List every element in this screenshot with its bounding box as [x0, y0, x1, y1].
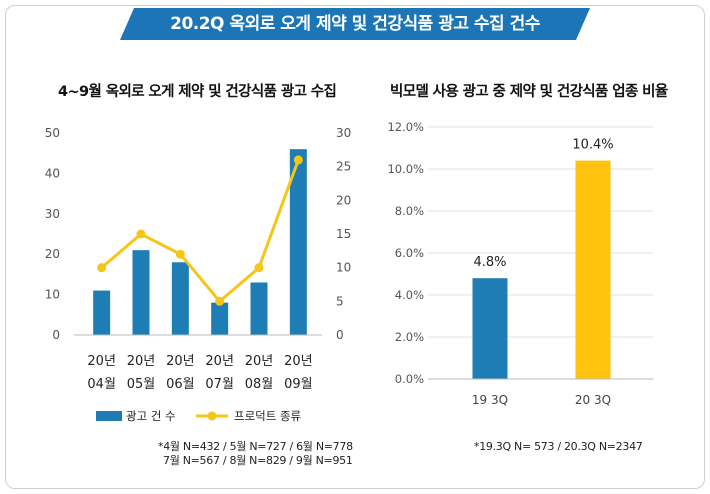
x-tick-label-month: 06월 — [166, 377, 195, 392]
legend-bar-label: 광고 건 수 — [126, 409, 176, 423]
right-axis-tick-label: 0 — [336, 328, 344, 342]
bar — [132, 250, 150, 335]
x-tick-label-month: 08월 — [245, 377, 274, 392]
header-banner: 20.2Q 옥외로 오게 제약 및 건강식품 광고 수집 건수 — [120, 8, 590, 40]
left-note-line1: *4월 N=432 / 5월 N=727 / 6월 N=778 — [158, 440, 353, 453]
left-axis-tick-label: 50 — [45, 126, 60, 140]
y-axis-tick-label: 8.0% — [395, 204, 424, 218]
right-chart: 0.0% 2.0% 4.0% 6.0% 8.0% 10.0% 12.0% 4.8% 19 3Q 1… — [387, 120, 653, 407]
right-note: *19.3Q N= 573 / 20.3Q N=2347 — [474, 440, 643, 453]
right-axis-tick-label: 10 — [336, 261, 351, 275]
right-axis-tick-label: 25 — [336, 160, 351, 174]
right-chart-title: 빅모델 사용 광고 중 제약 및 건강식품 업종 비율 — [390, 84, 668, 100]
y-axis-tick-label: 10.0% — [387, 162, 424, 176]
y-axis-tick-label: 0.0% — [395, 372, 424, 386]
page-title: 20.2Q 옥외로 오게 제약 및 건강식품 광고 수집 건수 — [170, 14, 540, 34]
left-axis-tick-label: 40 — [45, 166, 60, 180]
line-point — [293, 155, 303, 165]
line-point — [254, 263, 264, 273]
x-tick-label-year: 20년 — [87, 354, 116, 369]
x-tick-label: 20 3Q — [575, 393, 611, 407]
left-chart-title: 4~9월 옥외로 오게 제약 및 건강식품 광고 수집 — [58, 84, 337, 100]
left-chart: 0 10 20 30 40 50 0 5 10 15 20 25 30 20년 04월 20년 05월 20년 06… — [45, 126, 352, 423]
legend-line-label: 프로덕트 종류 — [234, 409, 301, 423]
x-tick-label-year: 20년 — [127, 354, 156, 369]
bar — [289, 149, 307, 335]
x-tick-label-year: 20년 — [205, 354, 234, 369]
legend-bar-swatch — [96, 411, 122, 421]
line-point — [215, 296, 225, 306]
x-tick-label-year: 20년 — [284, 354, 313, 369]
bar-data-label: 10.4% — [572, 138, 613, 153]
x-tick-label-month: 09월 — [284, 377, 313, 392]
x-tick-label-year: 20년 — [245, 354, 274, 369]
series-line — [100, 159, 300, 304]
legend-line-marker — [207, 411, 217, 421]
left-axis-tick-label: 10 — [45, 288, 60, 302]
bar — [211, 302, 229, 335]
y-axis-tick-label: 4.0% — [395, 288, 424, 302]
bar — [472, 278, 508, 379]
left-axis-tick-label: 30 — [45, 207, 60, 221]
left-note-line2: 7월 N=567 / 8월 N=829 / 9월 N=951 — [163, 454, 353, 467]
bar — [575, 160, 611, 379]
bar-data-label: 4.8% — [473, 255, 506, 270]
x-tick-label-month: 07월 — [205, 377, 234, 392]
line-point — [97, 263, 107, 273]
y-axis-tick-label: 2.0% — [395, 330, 424, 344]
x-tick-label-month: 04월 — [87, 377, 116, 392]
right-axis-tick-label: 20 — [336, 193, 351, 207]
banner-shape — [120, 8, 590, 40]
bar — [93, 290, 111, 335]
x-tick-label-year: 20년 — [166, 354, 195, 369]
bar — [250, 282, 268, 335]
x-tick-label: 19 3Q — [472, 393, 508, 407]
line-point — [136, 229, 146, 239]
left-axis-tick-label: 0 — [52, 328, 60, 342]
y-axis-tick-label: 6.0% — [395, 246, 424, 260]
line-point — [175, 249, 185, 259]
bar — [171, 262, 189, 335]
right-axis-tick-label: 5 — [336, 294, 344, 308]
right-axis-tick-label: 15 — [336, 227, 351, 241]
left-axis-tick-label: 20 — [45, 247, 60, 261]
right-axis-tick-label: 30 — [336, 126, 351, 140]
y-axis-tick-label: 12.0% — [387, 120, 424, 134]
x-tick-label-month: 05월 — [127, 377, 156, 392]
